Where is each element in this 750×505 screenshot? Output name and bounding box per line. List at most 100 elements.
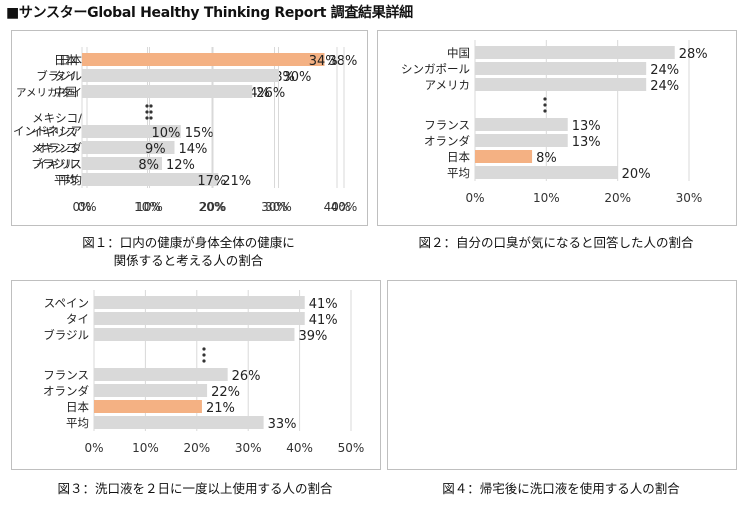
chart-1-category-label: アメリカ/タイ (16, 87, 82, 99)
chart-4-value-label: 13% (572, 135, 601, 150)
chart-1-tick-label: 0% (77, 200, 96, 214)
chart-3-tick-label: 40% (286, 441, 313, 455)
chart-4-value-label: 13% (572, 119, 601, 134)
chart-1-category-label: オランダ (36, 141, 82, 155)
chart-4-tick-label: 10% (533, 191, 560, 205)
chart-2-bar (82, 69, 279, 82)
chart-2-category-label: ブラジル (31, 157, 77, 171)
chart-1-category-label: イギリス (36, 157, 82, 171)
chart-1-value-label: 15% (185, 126, 214, 141)
chart-1-caption: 図１：口内の健康が身体全体の健康に 関係すると考える人の割合 (11, 234, 366, 270)
chart-1-ellipsis-dot (149, 116, 153, 120)
chart-3-bar (94, 416, 264, 429)
chart-3-value-label: 33% (268, 417, 297, 432)
chart-4-value-label: 20% (622, 167, 651, 182)
chart-4-bar (475, 134, 568, 147)
chart-3-value-label: 22% (211, 385, 240, 400)
chart-2-value-label: 8% (138, 158, 159, 173)
chart-2-category-label: タイ (54, 69, 77, 83)
chart-1-tick-label: 20% (199, 200, 226, 214)
chart-4-bar (475, 62, 647, 75)
chart-2-category-label: イギリス (31, 125, 77, 139)
chart-panel-4 (387, 280, 737, 470)
chart-2-value-label: 17% (197, 174, 226, 189)
chart-4-bar (475, 150, 533, 163)
chart-3-value-label: 21% (206, 401, 235, 416)
chart-3-bar (94, 368, 228, 381)
chart-4-value-label: 28% (679, 47, 708, 62)
chart-4-category-label: シンガポール (401, 62, 470, 76)
chart-1-category-label: 日本 (59, 53, 82, 67)
chart-3-bar (94, 328, 295, 341)
chart-2-value-label: 10% (152, 126, 181, 141)
chart-2-category-label: 平均 (54, 173, 77, 187)
chart-1-ellipsis-dot (149, 104, 153, 108)
chart-3-category-label: タイ (66, 312, 89, 326)
chart-3-value-label: 26% (232, 369, 261, 384)
chart-2-svg: 0% 10% 20% 30% 中国 28% シンガポール 24% アメリカ 24% フランス 13% オ… (401, 40, 708, 205)
chart-2-bar (82, 125, 148, 138)
chart-2-tick-label: 30% (265, 200, 292, 214)
chart-3-svg: 0% 10% 20% 30% 40% 50% スペイン 41% タイ 41% ブラジル 39% フランス… (43, 290, 364, 455)
chart-4-bar (475, 46, 675, 59)
chart-3-value-label: 41% (309, 313, 338, 328)
chart-2-bar (82, 173, 194, 186)
chart-1-tick-label: 30% (261, 200, 288, 214)
chart-2-ellipsis-dot (145, 104, 149, 108)
chart-4-tick-label: 0% (465, 191, 484, 205)
chart-4-category-label: アメリカ (425, 78, 470, 92)
chart-3-ellipsis-dot (202, 353, 206, 357)
chart-3-tick-label: 30% (235, 441, 262, 455)
chart-1-caption-line-1: 図１：口内の健康が身体全体の健康に (82, 235, 295, 250)
chart-2-tick-label: 20% (200, 200, 227, 214)
chart-3-tick-label: 10% (132, 441, 159, 455)
chart-1-value-label: 21% (222, 174, 251, 189)
chart-2-category-label: 日本 (54, 53, 77, 67)
chart-1-value-label: 38% (329, 54, 358, 69)
chart-1-category-label: 平均 (59, 173, 82, 187)
chart-2-tick-label: 10% (134, 200, 161, 214)
chart-4-bar (475, 118, 568, 131)
chart-3-bar (94, 400, 202, 413)
chart-3-category-label: オランダ (43, 384, 89, 398)
chart-3-ellipsis-dot (202, 359, 206, 363)
chart-4-svg (388, 281, 736, 469)
chart-3-category-label: フランス (43, 368, 89, 382)
chart-2-value-label: 30% (283, 70, 312, 85)
chart-2-bar (82, 85, 253, 98)
chart-3-ellipsis-dot (202, 347, 206, 351)
chart-3-caption: 図３：洗口液を２日に一度以上使用する人の割合 (11, 480, 379, 498)
chart-2-bar (82, 157, 135, 170)
chart-2-bar (82, 53, 305, 66)
chart-2-ellipsis-dot (145, 110, 149, 114)
chart-4-value-label: 8% (536, 151, 557, 166)
chart-2-value-label: 26% (256, 86, 285, 101)
chart-3-value-label: 41% (309, 297, 338, 312)
chart-1-svg: 0% 10% 20% 30% 40%日本 38%ブラジル 28%アメリカ/タイ 24%メキシコ… (13, 47, 358, 214)
chart-2-caption: 図２：自分の口臭が気になると回答した人の割合 (377, 234, 735, 252)
chart-3-tick-label: 0% (84, 441, 103, 455)
chart-2-tick-label: 0% (72, 200, 91, 214)
chart-4-tick-label: 30% (676, 191, 703, 205)
chart-4-ellipsis-dot (543, 97, 547, 101)
chart-3-bar (94, 296, 305, 309)
chart-1-caption-line-2: 関係すると考える人の割合 (113, 253, 264, 268)
chart-3-bar (94, 312, 305, 325)
chart-2-category-label: メキシコ (31, 141, 77, 155)
chart-4-ellipsis-dot (543, 103, 547, 107)
chart-1-value-label: 12% (166, 158, 195, 173)
chart-4-ellipsis-dot (543, 109, 547, 113)
chart-2-tick-label: 40% (331, 200, 358, 214)
chart-3-tick-label: 20% (183, 441, 210, 455)
chart-4-category-label: 中国 (447, 46, 470, 60)
chart-2-value-label: 9% (145, 142, 166, 157)
chart-4-tick-label: 20% (604, 191, 631, 205)
chart-panel-3: 0% 10% 20% 30% 40% 50% スペイン 41% タイ 41% ブラジル 39% フランス… (11, 280, 381, 470)
chart-3-caption-line-1: 図３：洗口液を２日に一度以上使用する人の割合 (57, 481, 333, 496)
chart-2-bar (82, 141, 141, 154)
page-title: ■サンスターGlobal Healthy Thinking Report 調査結… (6, 5, 413, 21)
chart-4-bar (475, 166, 618, 179)
chart-2-ellipsis-dot (145, 116, 149, 120)
chart-1-ellipsis-dot (149, 110, 153, 114)
chart-1-tick-label: 40% (324, 200, 351, 214)
